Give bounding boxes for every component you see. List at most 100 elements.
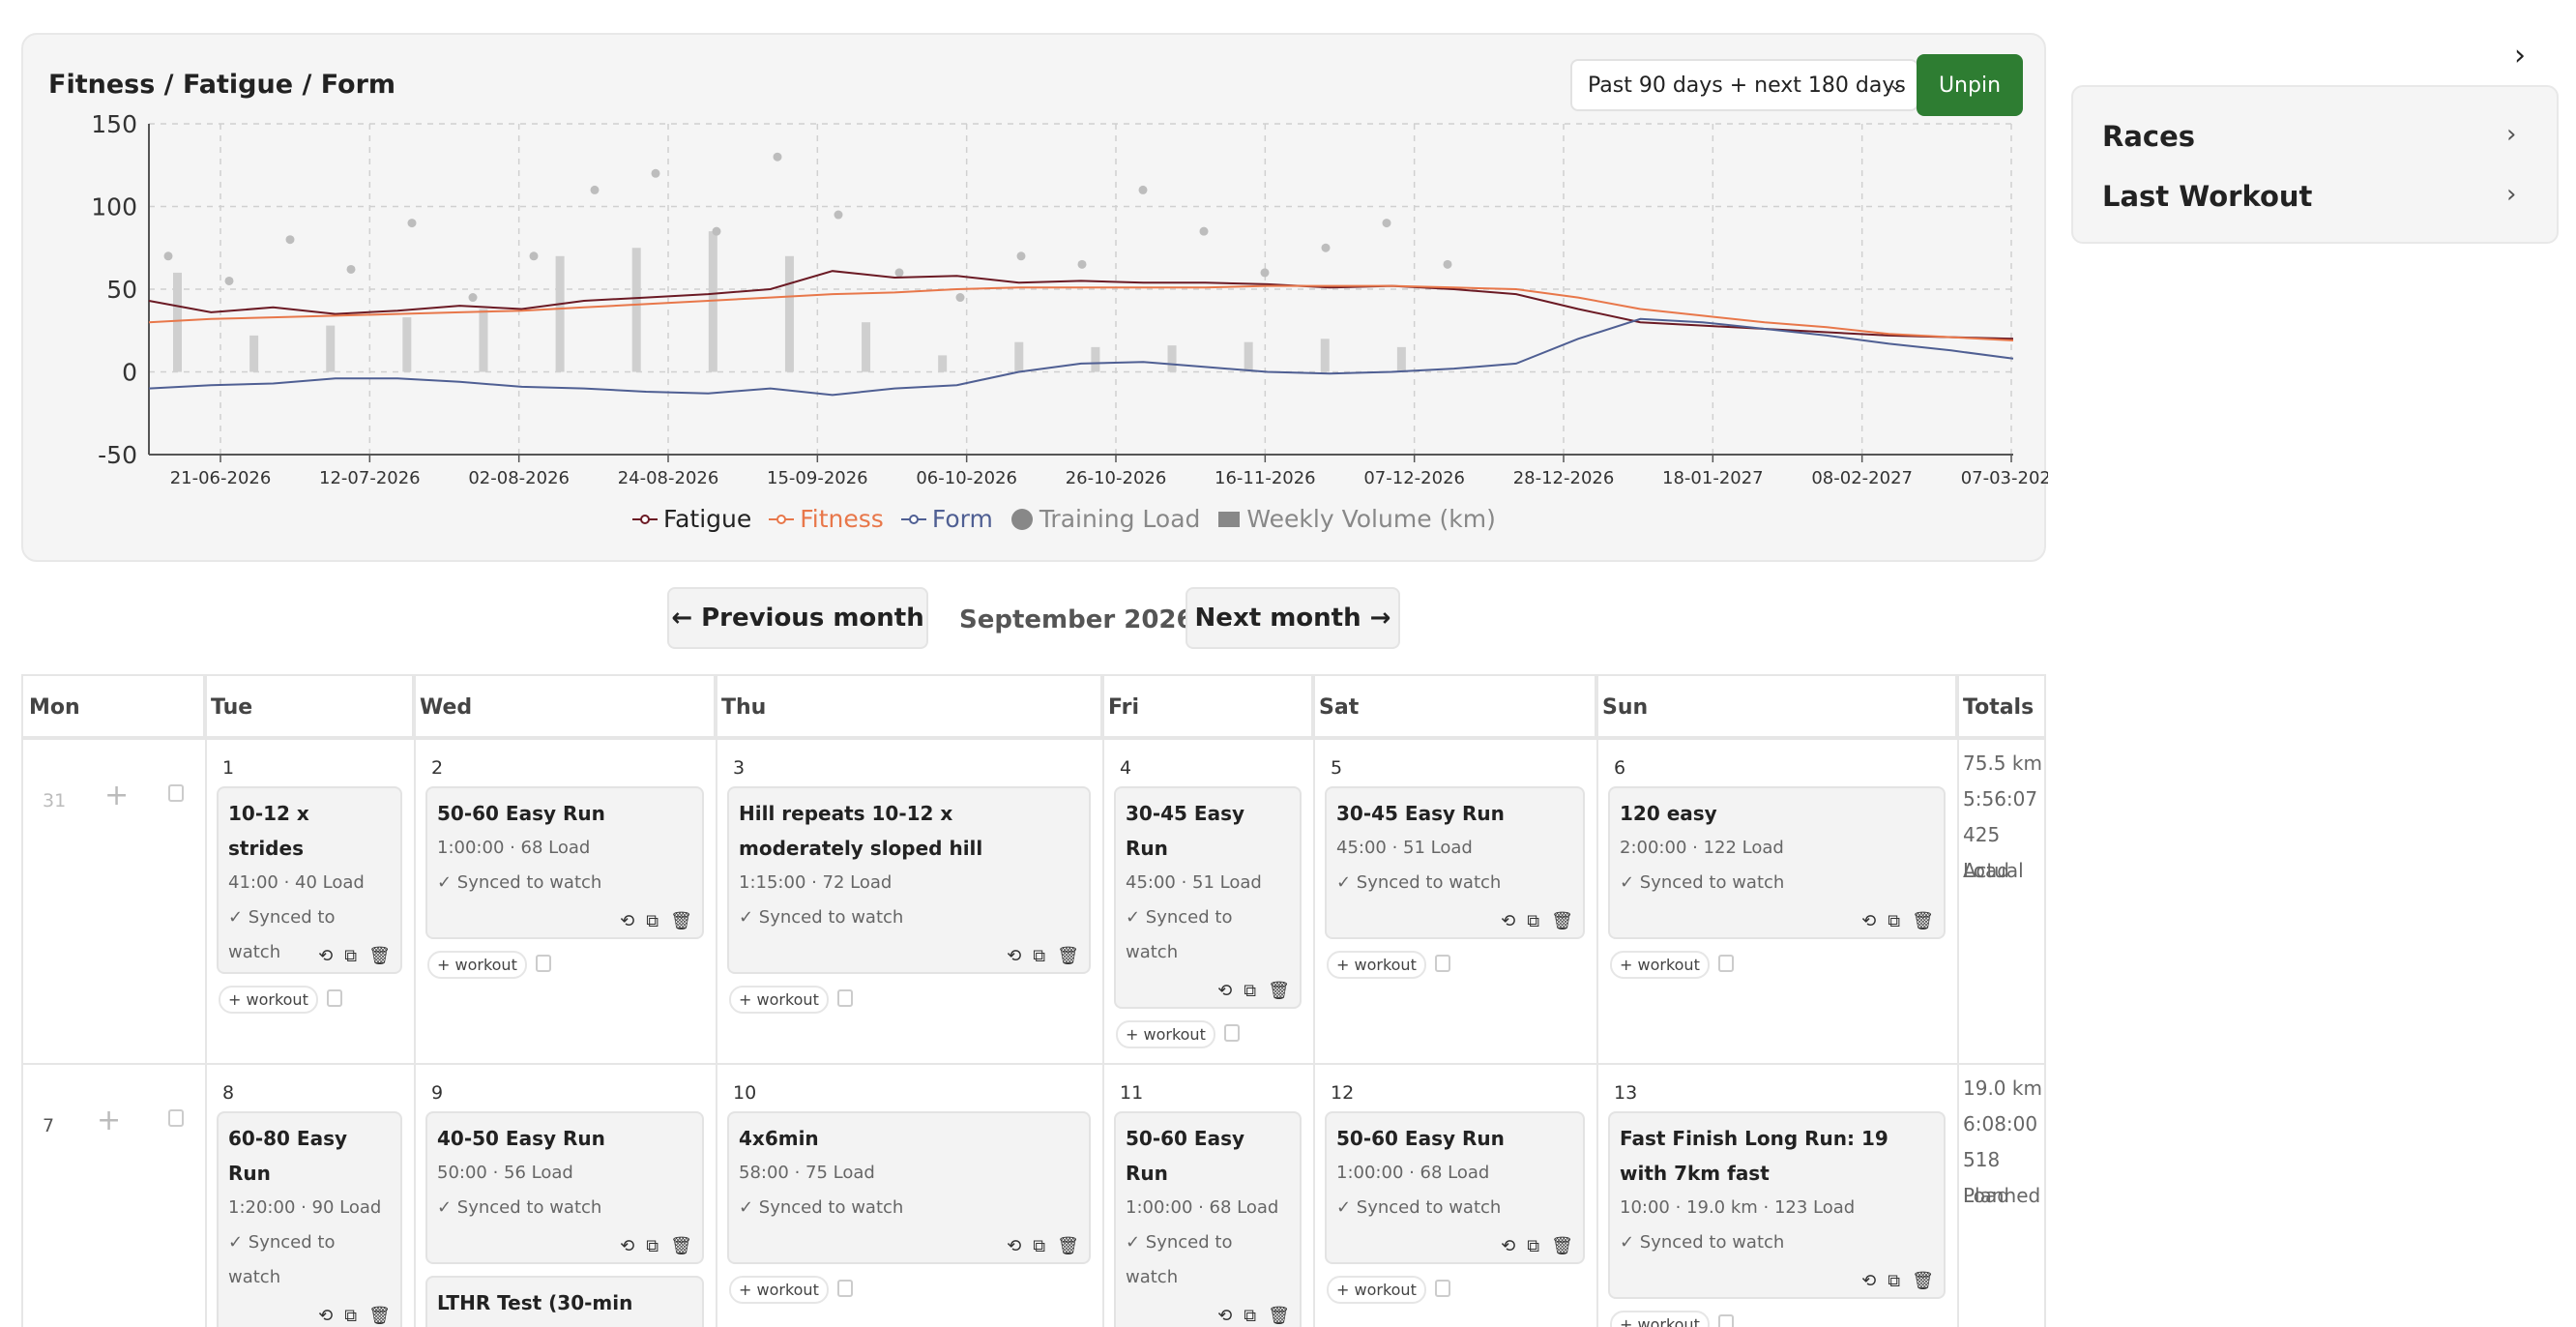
range-select[interactable]: Past 90 days + next 180 days ⌄ [1570, 59, 1918, 111]
trash-icon[interactable]: 🗑 [1057, 946, 1079, 966]
copy-icon[interactable]: ⧉ [1527, 911, 1540, 931]
card-actions: ⟲ ⧉ 🗑 [1217, 981, 1290, 1001]
add-icon[interactable]: + [97, 1104, 122, 1137]
sync-icon[interactable]: ⟲ [1861, 1271, 1877, 1291]
training-load-point [1382, 219, 1391, 228]
sync-icon[interactable]: ⟲ [1217, 1306, 1233, 1326]
sync-icon[interactable]: ⟲ [620, 1236, 635, 1256]
sidebar-item-races[interactable]: Races [2102, 120, 2196, 153]
sidebar-collapse-icon[interactable]: › [2514, 39, 2526, 73]
sync-icon[interactable]: ⟲ [1007, 1236, 1022, 1256]
add-workout-button[interactable]: + workout [1610, 1311, 1710, 1327]
trash-icon[interactable]: 🗑 [1551, 911, 1573, 931]
x-tick-label: 02-08-2026 [468, 468, 570, 488]
workout-card[interactable]: 50-60 Easy Run 1:00:00 · 68 Load ✓ Synced … [425, 786, 704, 939]
trash-icon[interactable]: 🗑 [368, 946, 391, 966]
note-icon[interactable] [837, 989, 853, 1007]
add-workout-button[interactable]: + workout [1610, 951, 1710, 979]
add-workout-button[interactable]: + workout [427, 951, 527, 979]
workout-card[interactable]: Fast Finish Long Run: 19 with 7km fast 10… [1608, 1111, 1946, 1299]
copy-icon[interactable]: ⧉ [646, 911, 659, 931]
sync-status: ✓ Synced to watch [1620, 872, 1785, 893]
workout-card[interactable]: 30-45 Easy Run 45:00 · 51 Load ✓ Synced to… [1114, 786, 1302, 1009]
copy-icon[interactable]: ⧉ [1244, 981, 1257, 1001]
note-icon[interactable] [536, 955, 551, 972]
add-workout-button[interactable]: + workout [729, 1276, 829, 1304]
weekly-volume-bar [938, 355, 948, 372]
sidebar-item-last-workout[interactable]: Last Workout [2102, 180, 2313, 213]
copy-icon[interactable]: ⧉ [1888, 1271, 1901, 1291]
copy-icon[interactable]: ⧉ [1244, 1306, 1257, 1326]
trash-icon[interactable]: 🗑 [1551, 1236, 1573, 1256]
add-icon[interactable]: + [104, 779, 130, 812]
week-total: 425 Load [1963, 823, 2009, 882]
trash-icon[interactable]: 🗑 [368, 1306, 391, 1326]
note-icon[interactable] [168, 1109, 184, 1127]
copy-icon[interactable]: ⧉ [1527, 1236, 1540, 1256]
chevron-right-icon[interactable]: › [2506, 120, 2517, 149]
trash-icon[interactable]: 🗑 [670, 1236, 692, 1256]
add-workout-button[interactable]: + workout [1116, 1020, 1215, 1048]
week-total: 6:08:00 [1963, 1112, 2038, 1135]
note-icon[interactable] [1224, 1024, 1240, 1042]
workout-card[interactable]: 30-45 Easy Run 45:00 · 51 Load ✓ Synced to… [1325, 786, 1585, 939]
note-icon[interactable] [837, 1280, 853, 1297]
sidebar-panel: Races › Last Workout › [2071, 85, 2559, 244]
sync-icon[interactable]: ⟲ [620, 911, 635, 931]
sync-icon[interactable]: ⟲ [1501, 911, 1516, 931]
legend-fatigue[interactable]: Fatigue [632, 505, 751, 533]
workout-meta: 50:00 · 56 Load [437, 1163, 573, 1183]
trash-icon[interactable]: 🗑 [670, 911, 692, 931]
chevron-right-icon[interactable]: › [2506, 180, 2517, 209]
copy-icon[interactable]: ⧉ [646, 1236, 659, 1256]
row-divider [23, 1063, 2044, 1065]
note-icon[interactable] [1435, 1280, 1450, 1297]
note-icon[interactable] [1435, 955, 1450, 972]
unpin-button[interactable]: Unpin [1917, 54, 2023, 116]
sync-icon[interactable]: ⟲ [1217, 981, 1233, 1001]
trash-icon[interactable]: 🗑 [1912, 911, 1934, 931]
workout-card[interactable]: LTHR Test (30-min Time Trial) [425, 1276, 704, 1327]
trash-icon[interactable]: 🗑 [1268, 981, 1290, 1001]
workout-card[interactable]: 10-12 x strides 41:00 · 40 Load ✓ Synced t… [217, 786, 402, 974]
copy-icon[interactable]: ⧉ [1033, 946, 1046, 966]
trash-icon[interactable]: 🗑 [1912, 1271, 1934, 1291]
note-icon[interactable] [168, 784, 184, 802]
add-workout-button[interactable]: + workout [729, 986, 829, 1014]
row-divider [23, 738, 2044, 740]
workout-card[interactable]: 60-80 Easy Run 1:20:00 · 90 Load ✓ Synced … [217, 1111, 402, 1327]
workout-card[interactable]: 50-60 Easy Run 1:00:00 · 68 Load ✓ Synced … [1325, 1111, 1585, 1264]
workout-card[interactable]: Hill repeats 10-12 x moderately sloped h… [727, 786, 1091, 974]
col-header-totals: Totals [1957, 676, 2044, 738]
copy-icon[interactable]: ⧉ [1033, 1236, 1046, 1256]
sync-icon[interactable]: ⟲ [1007, 946, 1022, 966]
workout-meta: 2:00:00 · 122 Load [1620, 838, 1784, 858]
trash-icon[interactable]: 🗑 [1057, 1236, 1079, 1256]
legend-training-load[interactable]: Training Load [1010, 505, 1200, 533]
training-load-point [712, 226, 721, 236]
sync-icon[interactable]: ⟲ [318, 1306, 334, 1326]
workout-title: 50-60 Easy Run [437, 802, 605, 825]
legend-weekly-volume[interactable]: Weekly Volume (km) [1217, 505, 1496, 533]
note-icon[interactable] [1718, 955, 1734, 972]
note-icon[interactable] [327, 989, 342, 1007]
trash-icon[interactable]: 🗑 [1268, 1306, 1290, 1326]
legend-form[interactable]: Form [900, 505, 993, 533]
add-workout-button[interactable]: + workout [1327, 1276, 1426, 1304]
note-icon[interactable] [1718, 1314, 1734, 1327]
copy-icon[interactable]: ⧉ [344, 946, 358, 966]
workout-card[interactable]: 40-50 Easy Run 50:00 · 56 Load ✓ Synced to… [425, 1111, 704, 1264]
workout-card[interactable]: 120 easy 2:00:00 · 122 Load ✓ Synced to wa… [1608, 786, 1946, 939]
sync-icon[interactable]: ⟲ [318, 946, 334, 966]
workout-card[interactable]: 50-60 Easy Run 1:00:00 · 68 Load ✓ Synced … [1114, 1111, 1302, 1327]
copy-icon[interactable]: ⧉ [344, 1306, 358, 1326]
copy-icon[interactable]: ⧉ [1888, 911, 1901, 931]
previous-month-button[interactable]: ← Previous month [667, 587, 928, 649]
workout-card[interactable]: 4x6min 58:00 · 75 Load ✓ Synced to watch ⟲ ⧉… [727, 1111, 1091, 1264]
add-workout-button[interactable]: + workout [219, 986, 318, 1014]
legend-fitness[interactable]: Fitness [769, 505, 884, 533]
add-workout-button[interactable]: + workout [1327, 951, 1426, 979]
next-month-button[interactable]: Next month → [1186, 587, 1400, 649]
sync-icon[interactable]: ⟲ [1501, 1236, 1516, 1256]
sync-icon[interactable]: ⟲ [1861, 911, 1877, 931]
